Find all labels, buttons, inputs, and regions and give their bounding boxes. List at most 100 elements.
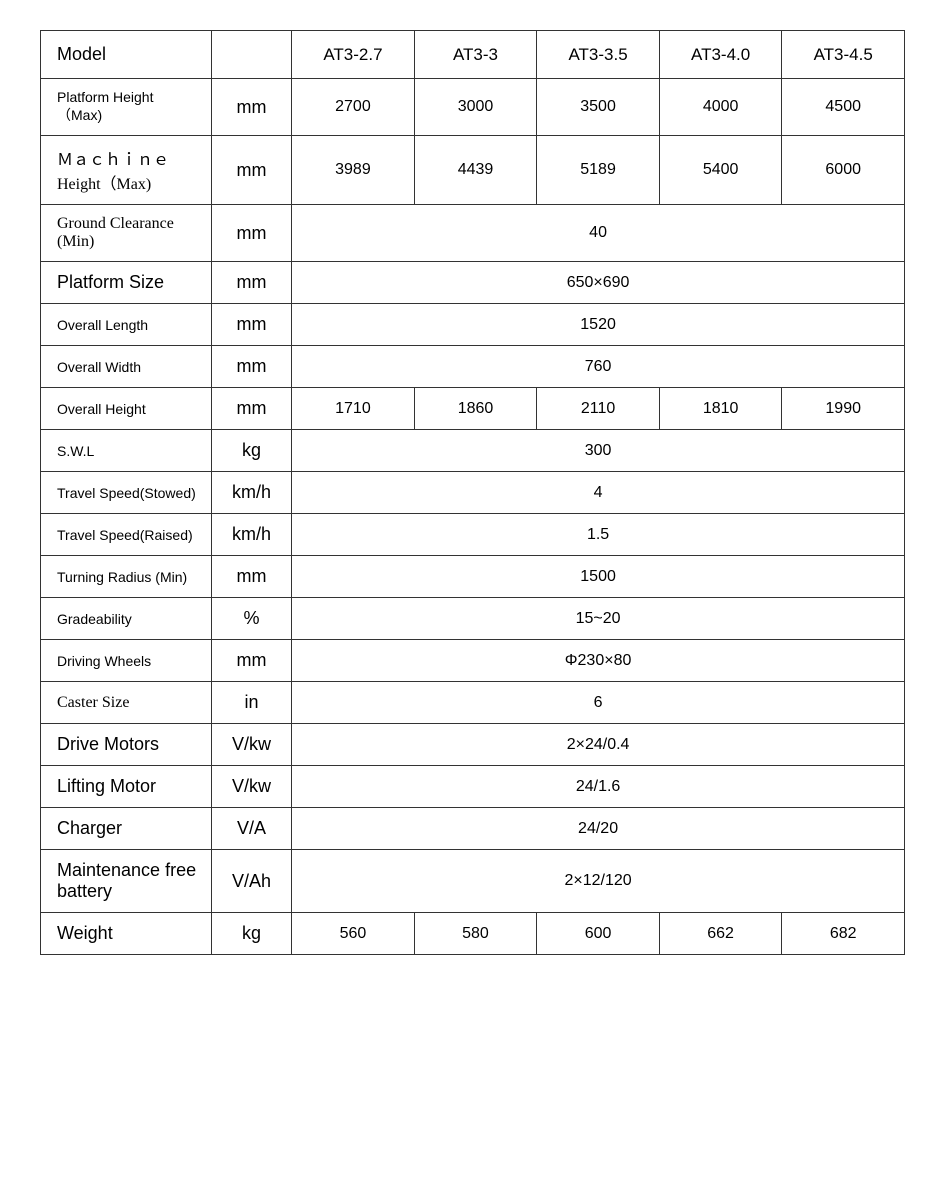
row-label: Overall Height (41, 388, 212, 430)
row-label: Overall Width (41, 346, 212, 388)
row-unit: V/Ah (211, 850, 291, 913)
specifications-table: ModelAT3-2.7AT3-3AT3-3.5AT3-4.0AT3-4.5Pl… (40, 30, 905, 955)
row-unit: kg (211, 430, 291, 472)
row-label: Driving Wheels (41, 640, 212, 682)
row-unit: V/kw (211, 766, 291, 808)
row-merged-value: 650×690 (292, 262, 905, 304)
row-value: 4000 (659, 79, 782, 136)
table-row: Caster Sizein6 (41, 682, 905, 724)
header-unit-blank (211, 31, 291, 79)
row-value: 5400 (659, 136, 782, 205)
table-row: Travel Speed(Raised)km/h1.5 (41, 514, 905, 556)
row-value: 600 (537, 913, 660, 955)
row-label: Travel Speed(Stowed) (41, 472, 212, 514)
row-unit: mm (211, 388, 291, 430)
row-unit: mm (211, 304, 291, 346)
header-model-0: AT3-2.7 (292, 31, 415, 79)
row-label: Lifting Motor (41, 766, 212, 808)
row-label: Platform Size (41, 262, 212, 304)
table-header-row: Model AT3-2.7AT3-3AT3-3.5AT3-4.0AT3-4.5 (41, 31, 905, 79)
row-unit: mm (211, 346, 291, 388)
header-model-3: AT3-4.0 (659, 31, 782, 79)
table-row: Platform Sizemm650×690 (41, 262, 905, 304)
row-merged-value: 15~20 (292, 598, 905, 640)
table-row: S.W.Lkg300 (41, 430, 905, 472)
row-unit: mm (211, 262, 291, 304)
row-merged-value: 24/1.6 (292, 766, 905, 808)
row-value: 1710 (292, 388, 415, 430)
header-model-4: AT3-4.5 (782, 31, 905, 79)
table-row: ChargerV/A24/20 (41, 808, 905, 850)
row-value: 4439 (414, 136, 537, 205)
row-value: 662 (659, 913, 782, 955)
row-label: Weight (41, 913, 212, 955)
row-merged-value: 2×12/120 (292, 850, 905, 913)
row-label: Drive Motors (41, 724, 212, 766)
row-value: 2110 (537, 388, 660, 430)
row-label: Travel Speed(Raised) (41, 514, 212, 556)
table-row: Overall Heightmm17101860211018101990 (41, 388, 905, 430)
row-value: 1860 (414, 388, 537, 430)
row-label: Overall Length (41, 304, 212, 346)
row-unit: km/h (211, 514, 291, 556)
table-row: Platform Height （Max)mm27003000350040004… (41, 79, 905, 136)
row-value: 682 (782, 913, 905, 955)
table-row: Overall Widthmm760 (41, 346, 905, 388)
table-row: Lifting MotorV/kw24/1.6 (41, 766, 905, 808)
row-unit: V/A (211, 808, 291, 850)
row-value: 3989 (292, 136, 415, 205)
table-row: Weightkg560580600662682 (41, 913, 905, 955)
row-value: 560 (292, 913, 415, 955)
row-unit: mm (211, 556, 291, 598)
row-merged-value: 1.5 (292, 514, 905, 556)
header-model-1: AT3-3 (414, 31, 537, 79)
row-merged-value: 300 (292, 430, 905, 472)
row-value: 1990 (782, 388, 905, 430)
row-unit: mm (211, 79, 291, 136)
table-row: Gradeability%15~20 (41, 598, 905, 640)
row-unit: mm (211, 640, 291, 682)
row-label: Gradeability (41, 598, 212, 640)
row-value: 1810 (659, 388, 782, 430)
table-row: Ｍａｃｈｉｎｅ Height（Max)mm3989443951895400600… (41, 136, 905, 205)
row-label: Charger (41, 808, 212, 850)
row-label: Platform Height （Max) (41, 79, 212, 136)
table-row: Drive MotorsV/kw2×24/0.4 (41, 724, 905, 766)
row-merged-value: 6 (292, 682, 905, 724)
table-row: Ground Clearance (Min)mm40 (41, 205, 905, 262)
row-label: Caster Size (41, 682, 212, 724)
row-merged-value: 4 (292, 472, 905, 514)
row-value: 4500 (782, 79, 905, 136)
row-merged-value: 1520 (292, 304, 905, 346)
row-label: S.W.L (41, 430, 212, 472)
row-value: 6000 (782, 136, 905, 205)
row-label: Ｍａｃｈｉｎｅ Height（Max) (41, 136, 212, 205)
table-row: Overall Lengthmm1520 (41, 304, 905, 346)
table-row: Turning Radius (Min)mm1500 (41, 556, 905, 598)
row-label: Maintenance free battery (41, 850, 212, 913)
row-unit: kg (211, 913, 291, 955)
table-row: Travel Speed(Stowed)km/h4 (41, 472, 905, 514)
row-unit: V/kw (211, 724, 291, 766)
row-merged-value: 2×24/0.4 (292, 724, 905, 766)
row-label: Ground Clearance (Min) (41, 205, 212, 262)
row-value: 2700 (292, 79, 415, 136)
row-merged-value: 1500 (292, 556, 905, 598)
row-value: 3500 (537, 79, 660, 136)
table-row: Maintenance free batteryV/Ah2×12/120 (41, 850, 905, 913)
row-value: 580 (414, 913, 537, 955)
row-merged-value: 24/20 (292, 808, 905, 850)
row-unit: in (211, 682, 291, 724)
header-model-2: AT3-3.5 (537, 31, 660, 79)
row-value: 3000 (414, 79, 537, 136)
row-merged-value: 40 (292, 205, 905, 262)
row-value: 5189 (537, 136, 660, 205)
header-model-label: Model (41, 31, 212, 79)
row-unit: km/h (211, 472, 291, 514)
row-merged-value: 760 (292, 346, 905, 388)
row-unit: % (211, 598, 291, 640)
row-merged-value: Φ230×80 (292, 640, 905, 682)
row-label: Turning Radius (Min) (41, 556, 212, 598)
row-unit: mm (211, 136, 291, 205)
row-unit: mm (211, 205, 291, 262)
